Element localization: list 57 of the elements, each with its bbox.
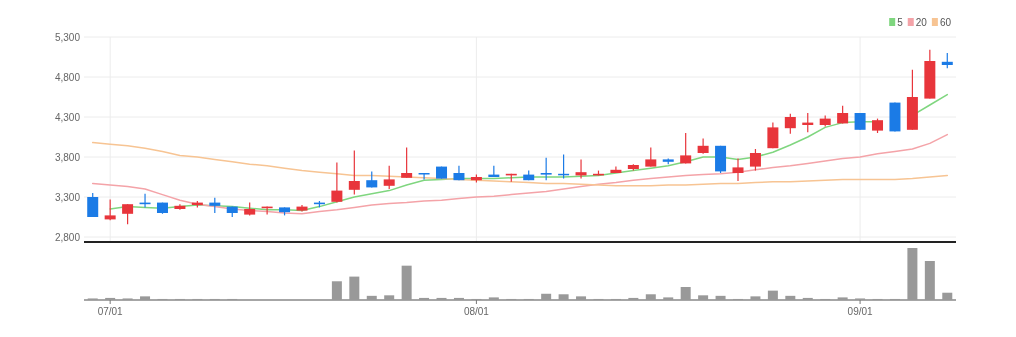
- y-tick-label: 4,800: [54, 71, 81, 83]
- line-series: [91, 141, 949, 187]
- bar: [767, 290, 778, 300]
- bar: [680, 287, 691, 300]
- candlestick: [331, 162, 343, 204]
- bar: [401, 265, 412, 300]
- bar: [924, 261, 935, 300]
- bar: [750, 296, 761, 300]
- candlestick: [348, 150, 360, 196]
- legend-label: 60: [939, 17, 952, 28]
- candlestick: [104, 198, 116, 221]
- candlestick: [732, 158, 744, 182]
- y-tick-label: 3,800: [54, 151, 81, 163]
- bar: [628, 297, 639, 300]
- bar: [541, 293, 552, 300]
- bar: [436, 297, 447, 300]
- bar: [366, 295, 377, 300]
- bar: [331, 281, 342, 300]
- bar: [663, 297, 674, 300]
- y-tick-label: 2,800: [54, 231, 81, 243]
- candlestick: [680, 132, 692, 164]
- bar: [558, 294, 569, 300]
- x-tick-label: 07/01: [97, 306, 124, 318]
- bar: [453, 297, 464, 300]
- bar: [942, 292, 953, 300]
- candlestick: [401, 146, 413, 179]
- bar: [349, 276, 360, 300]
- bar: [698, 295, 709, 300]
- bar: [645, 294, 656, 300]
- x-tick-label: 08/01: [463, 306, 490, 318]
- bar: [576, 296, 587, 300]
- bar: [802, 297, 813, 300]
- bar: [105, 297, 116, 300]
- bar: [384, 295, 395, 300]
- bar: [907, 248, 918, 300]
- bar: [488, 297, 499, 300]
- legend-label: 20: [915, 17, 928, 28]
- y-tick-label: 4,300: [54, 111, 81, 123]
- candlestick: [645, 146, 657, 168]
- candlestick: [418, 172, 430, 180]
- candlestick: [575, 158, 587, 180]
- candlestick: [784, 113, 796, 135]
- bar: [140, 296, 151, 300]
- x-tick-label: 09/01: [847, 306, 874, 318]
- bar: [785, 295, 796, 300]
- y-tick-label: 5,300: [54, 31, 81, 43]
- candlestick: [540, 157, 552, 181]
- bar: [837, 297, 848, 300]
- candlestick: [749, 148, 761, 172]
- bar: [419, 297, 430, 300]
- bar: [715, 295, 726, 300]
- legend-label: 5: [897, 17, 904, 28]
- candlestick: [383, 165, 395, 190]
- y-tick-label: 3,300: [54, 191, 81, 203]
- line-series: [91, 133, 949, 215]
- candlestick: [122, 203, 134, 225]
- candlestick: [767, 122, 779, 149]
